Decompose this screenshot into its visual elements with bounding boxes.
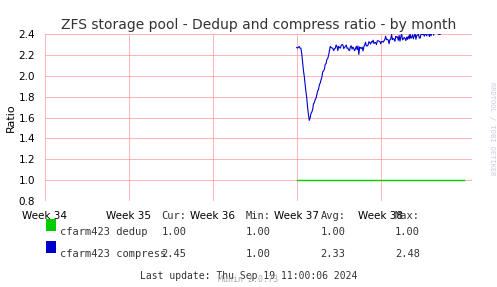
- Text: 1.00: 1.00: [321, 227, 345, 237]
- Text: Last update: Thu Sep 19 11:00:06 2024: Last update: Thu Sep 19 11:00:06 2024: [140, 271, 357, 281]
- Text: 2.33: 2.33: [321, 249, 345, 259]
- Text: Min:: Min:: [246, 211, 271, 221]
- Text: 1.00: 1.00: [246, 249, 271, 259]
- Text: 1.00: 1.00: [162, 227, 186, 237]
- Text: Max:: Max:: [395, 211, 420, 221]
- Text: 1.00: 1.00: [246, 227, 271, 237]
- Text: RRDTOOL / TOBI OETIKER: RRDTOOL / TOBI OETIKER: [489, 82, 495, 176]
- Text: 2.45: 2.45: [162, 249, 186, 259]
- Text: 1.00: 1.00: [395, 227, 420, 237]
- Title: ZFS storage pool - Dedup and compress ratio - by month: ZFS storage pool - Dedup and compress ra…: [61, 18, 456, 32]
- Text: cfarm423 dedup: cfarm423 dedup: [60, 227, 147, 237]
- Text: cfarm423 compress: cfarm423 compress: [60, 249, 166, 259]
- Text: 2.48: 2.48: [395, 249, 420, 259]
- Text: Cur:: Cur:: [162, 211, 186, 221]
- Text: Munin 2.0.73: Munin 2.0.73: [219, 275, 278, 284]
- Y-axis label: Ratio: Ratio: [5, 103, 15, 132]
- Text: Avg:: Avg:: [321, 211, 345, 221]
